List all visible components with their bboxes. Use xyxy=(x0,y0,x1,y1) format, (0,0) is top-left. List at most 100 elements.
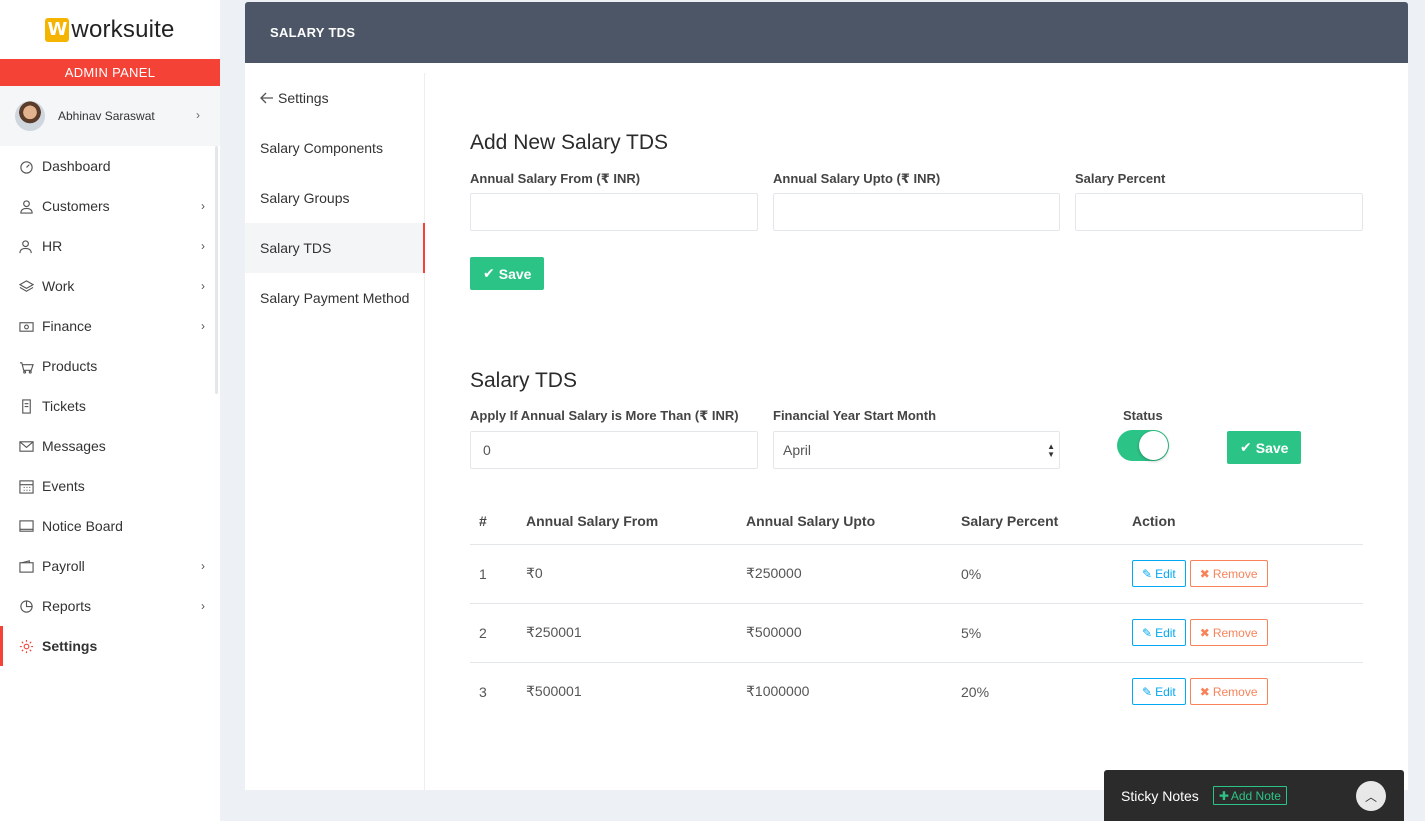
column-header: Action xyxy=(1123,498,1363,545)
sidebar-item-label: Work xyxy=(42,278,75,294)
page-title: SALARY TDS xyxy=(245,2,1408,63)
column-header: Salary Percent xyxy=(952,498,1123,545)
sidebar-item-tickets[interactable]: Tickets xyxy=(0,386,220,426)
status-toggle[interactable] xyxy=(1117,430,1169,461)
cell-from: ₹250001 xyxy=(517,603,737,663)
sidebar-item-label: Notice Board xyxy=(42,518,123,534)
sidebar-scrollbar[interactable] xyxy=(215,146,218,394)
sidebar-item-label: Products xyxy=(42,358,98,374)
chevron-up-icon[interactable]: ︿ xyxy=(1356,781,1386,811)
sidebar-item-finance[interactable]: Finance › xyxy=(0,306,220,346)
sidebar-item-label: Messages xyxy=(42,438,106,454)
add-note-button[interactable]: ✚ Add Note xyxy=(1212,786,1287,805)
close-icon: ✖ xyxy=(1199,625,1210,640)
cell-upto: ₹250000 xyxy=(737,544,952,604)
check-icon: ✔ xyxy=(1240,439,1252,455)
percent-input[interactable] xyxy=(1075,193,1363,231)
edit-label: Edit xyxy=(1155,625,1176,640)
calendar-icon xyxy=(18,478,34,494)
subnav-item-salary-components[interactable]: Salary Components xyxy=(260,140,383,156)
sidebar-item-work[interactable]: Work › xyxy=(0,266,220,306)
sidebar-item-products[interactable]: Products xyxy=(0,346,220,386)
subnav-item-salary-payment-method[interactable]: Salary Payment Method xyxy=(260,290,410,306)
cell-from: ₹0 xyxy=(517,544,737,604)
remove-button[interactable]: ✖ Remove xyxy=(1189,560,1268,587)
edit-icon: ✎ xyxy=(1142,684,1153,699)
chevron-right-icon: › xyxy=(201,559,205,573)
percent-label: Salary Percent xyxy=(1075,171,1166,186)
column-header: Annual Salary From xyxy=(517,498,737,545)
sidebar-item-dashboard[interactable]: Dashboard xyxy=(0,146,220,186)
cell-actions: ✎ Edit ✖ Remove xyxy=(1123,662,1363,721)
month-select[interactable]: April ▲ ▼ xyxy=(773,431,1060,469)
sidebar-item-settings[interactable]: Settings xyxy=(0,626,220,666)
ticket-icon xyxy=(18,398,34,414)
chevron-right-icon: › xyxy=(201,199,205,213)
row-number: 3 xyxy=(479,683,487,700)
tds-save-label: Save xyxy=(1255,439,1289,456)
from-input[interactable] xyxy=(470,193,758,231)
chevron-right-icon: › xyxy=(196,108,200,122)
subnav-item-salary-groups[interactable]: Salary Groups xyxy=(260,190,350,206)
envelope-icon xyxy=(18,438,34,454)
select-arrows-icon: ▲ ▼ xyxy=(1047,442,1055,459)
sticky-notes-title: Sticky Notes xyxy=(1121,787,1199,804)
sidebar-item-label: Finance xyxy=(42,318,92,334)
sidebar-item-messages[interactable]: Messages xyxy=(0,426,220,466)
edit-icon: ✎ xyxy=(1142,625,1153,640)
remove-button[interactable]: ✖ Remove xyxy=(1189,678,1268,706)
subnav-item-salary-tds[interactable]: Salary TDS xyxy=(245,223,425,273)
row-number: 1 xyxy=(470,544,517,604)
cell-percent: 20% xyxy=(961,683,990,700)
layers-icon xyxy=(18,278,34,294)
chevron-right-icon: › xyxy=(201,279,205,293)
month-label: Financial Year Start Month xyxy=(773,408,937,423)
remove-label: Remove xyxy=(1212,566,1258,581)
sidebar-item-label: Events xyxy=(42,478,85,494)
edit-label: Edit xyxy=(1155,566,1176,581)
cell-actions: ✎ Edit ✖ Remove xyxy=(1123,603,1363,663)
cell-percent: 5% xyxy=(952,603,1123,663)
sidebar-item-customers[interactable]: Customers › xyxy=(0,186,220,226)
sidebar-item-hr[interactable]: HR › xyxy=(0,226,220,266)
column-header: Annual Salary Upto xyxy=(737,498,952,545)
dashboard-icon xyxy=(18,158,34,174)
apply-input[interactable]: 0 xyxy=(470,431,758,469)
edit-button[interactable]: ✎ Edit xyxy=(1132,619,1186,646)
edit-button[interactable]: ✎ Edit xyxy=(1132,560,1186,587)
money-icon xyxy=(18,318,34,334)
remove-button[interactable]: ✖ Remove xyxy=(1189,619,1268,646)
sidebar-item-notice-board[interactable]: Notice Board xyxy=(0,506,220,546)
add-save-button[interactable]: ✔ Save xyxy=(470,257,545,290)
admin-panel-banner: ADMIN PANEL xyxy=(0,59,220,86)
apply-label: Apply If Annual Salary is More Than (₹ I… xyxy=(470,408,739,423)
logo[interactable]: W worksuite xyxy=(0,0,220,59)
tds-save-button[interactable]: ✔ Save xyxy=(1227,431,1302,464)
sidebar-item-reports[interactable]: Reports › xyxy=(0,586,220,626)
back-label: Settings xyxy=(278,90,329,106)
table-row: 3 ₹500001 ₹1000000 20% ✎ Edit ✖ Remove xyxy=(470,662,1363,721)
sidebar: W worksuite ADMIN PANEL Abhinav Saraswat… xyxy=(0,0,220,821)
cell-percent: 0% xyxy=(952,544,1123,604)
edit-button[interactable]: ✎ Edit xyxy=(1132,678,1186,706)
add-save-label: Save xyxy=(498,265,532,282)
sticky-notes-bar[interactable]: Sticky Notes ✚ Add Note ︿ xyxy=(1104,770,1404,821)
edit-icon: ✎ xyxy=(1142,566,1153,581)
back-to-settings[interactable]: Settings xyxy=(245,73,424,123)
table-row: 1 ₹0 ₹250000 0% ✎ Edit ✖ Remove xyxy=(470,544,1363,604)
arrow-left-icon xyxy=(260,92,273,104)
user-profile[interactable]: Abhinav Saraswat › xyxy=(0,86,220,146)
close-icon: ✖ xyxy=(1199,566,1210,581)
sidebar-item-label: Customers xyxy=(42,198,110,214)
gear-icon xyxy=(18,638,34,654)
sidebar-item-payroll[interactable]: Payroll › xyxy=(0,546,220,586)
people-icon xyxy=(18,238,34,254)
edit-label: Edit xyxy=(1155,684,1176,699)
chevron-right-icon: › xyxy=(201,599,205,613)
chevron-right-icon: › xyxy=(201,319,205,333)
sidebar-item-events[interactable]: Events xyxy=(0,466,220,506)
remove-label: Remove xyxy=(1212,684,1258,699)
cell-from: ₹500001 xyxy=(526,683,582,700)
upto-input[interactable] xyxy=(773,193,1060,231)
wallet-icon xyxy=(18,558,34,574)
